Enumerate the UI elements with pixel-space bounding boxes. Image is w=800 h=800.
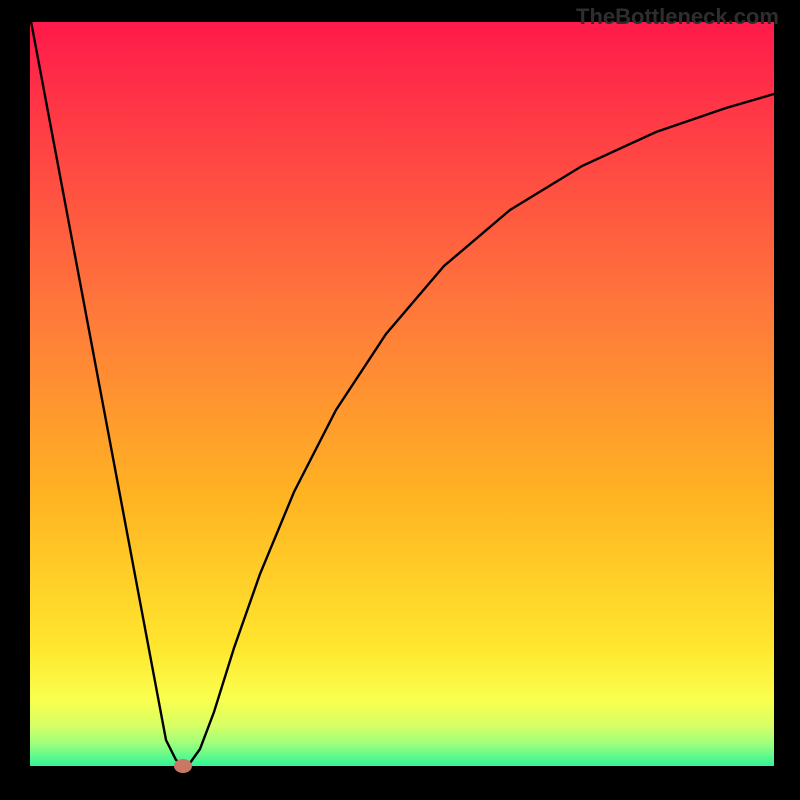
curve-polyline	[30, 16, 774, 766]
watermark-text: TheBottleneck.com	[576, 4, 779, 30]
chart-frame: TheBottleneck.com	[0, 0, 800, 800]
bottleneck-curve	[0, 0, 800, 800]
optimal-point-marker	[174, 759, 192, 773]
